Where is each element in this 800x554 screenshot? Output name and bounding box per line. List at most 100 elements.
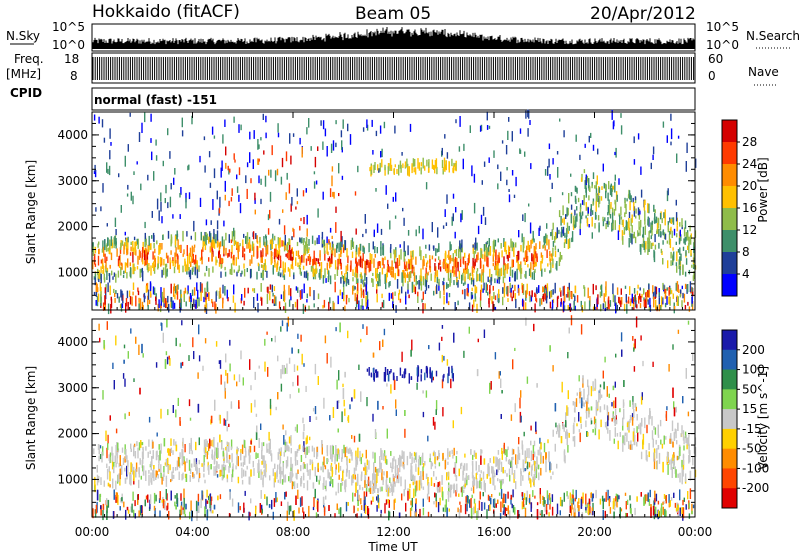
echo-cell — [581, 200, 584, 205]
echo-cell — [401, 450, 403, 459]
echo-cell — [688, 243, 690, 254]
echo-cell — [527, 128, 529, 137]
echo-cell — [555, 263, 557, 270]
echo-cell — [632, 431, 635, 442]
echo-cell — [288, 357, 291, 364]
echo-cell — [506, 254, 508, 259]
echo-cell — [397, 457, 400, 466]
echo-cell — [472, 463, 474, 473]
echo-cell — [126, 193, 129, 197]
echo-cell — [438, 278, 440, 286]
echo-cell — [169, 358, 171, 366]
echo-cell — [149, 281, 152, 292]
echo-cell — [619, 215, 621, 225]
echo-cell — [517, 510, 520, 515]
echo-cell — [339, 258, 342, 264]
echo-cell — [162, 474, 165, 481]
echo-cell — [507, 130, 509, 140]
echo-cell — [413, 272, 416, 282]
echo-cell — [223, 220, 225, 227]
echo-cell — [280, 466, 282, 478]
echo-cell — [541, 259, 543, 264]
echo-cell — [193, 299, 195, 307]
echo-cell — [438, 282, 440, 291]
echo-cell — [630, 298, 632, 303]
echo-cell — [561, 255, 563, 260]
echo-cell — [563, 449, 566, 455]
echo-cell — [507, 298, 509, 302]
echo-cell — [224, 180, 226, 192]
echo-cell — [491, 466, 493, 474]
echo-cell — [100, 266, 102, 273]
echo-cell — [684, 473, 687, 482]
echo-cell — [609, 507, 612, 514]
echo-cell — [299, 290, 302, 300]
echo-cell — [459, 250, 462, 260]
echo-cell — [556, 463, 558, 469]
echo-cell — [388, 282, 390, 288]
echo-cell — [254, 197, 256, 204]
echo-cell — [637, 432, 639, 442]
echo-cell — [249, 248, 251, 253]
echo-cell — [219, 494, 222, 500]
echo-cell — [146, 264, 149, 271]
echo-cell — [476, 268, 479, 272]
echo-cell — [326, 262, 328, 270]
echo-cell — [321, 444, 323, 455]
echo-cell — [504, 241, 506, 252]
echo-cell — [549, 301, 552, 309]
echo-cell — [211, 242, 213, 248]
echo-cell — [419, 508, 421, 518]
echo-cell — [162, 160, 164, 167]
echo-cell — [201, 249, 203, 260]
echo-cell — [224, 387, 226, 399]
echo-cell — [224, 266, 226, 271]
echo-cell — [283, 289, 286, 301]
echo-cell — [543, 442, 546, 453]
echo-cell — [233, 230, 236, 239]
echo-cell — [317, 208, 319, 218]
echo-cell — [336, 379, 338, 390]
echo-cell — [485, 282, 487, 293]
echo-cell — [236, 271, 238, 277]
echo-cell — [668, 287, 670, 296]
echo-cell — [365, 449, 367, 459]
echo-cell — [287, 267, 290, 272]
echo-cell — [472, 273, 474, 280]
echo-cell — [681, 466, 683, 476]
echo-cell — [455, 119, 457, 124]
echo-cell — [508, 458, 511, 465]
echo-cell — [638, 424, 640, 430]
echo-cell — [502, 287, 504, 294]
echo-cell — [590, 132, 592, 138]
echo-cell — [167, 230, 170, 239]
echo-cell — [211, 299, 213, 304]
echo-cell — [605, 223, 607, 230]
echo-cell — [612, 283, 614, 295]
echo-cell — [503, 504, 505, 510]
echo-cell — [436, 484, 439, 491]
echo-cell — [434, 274, 436, 283]
echo-cell — [613, 438, 615, 444]
echo-cell — [107, 434, 109, 444]
echo-cell — [323, 503, 325, 508]
echo-cell — [264, 361, 266, 372]
echo-cell — [378, 168, 380, 173]
echo-cell — [687, 320, 690, 325]
echo-cell — [106, 256, 108, 261]
echo-cell — [620, 508, 623, 512]
echo-cell — [617, 440, 619, 450]
echo-cell — [561, 226, 563, 238]
echo-cell — [180, 187, 182, 195]
echo-cell — [358, 300, 360, 310]
echo-cell — [300, 271, 302, 276]
echo-cell — [413, 488, 415, 498]
echo-cell — [364, 214, 366, 224]
echo-cell — [99, 281, 102, 291]
echo-cell — [527, 240, 529, 250]
echo-cell — [282, 274, 284, 278]
echo-cell — [156, 432, 158, 437]
echo-cell — [483, 480, 485, 488]
echo-cell — [120, 266, 122, 276]
echo-cell — [675, 212, 678, 222]
